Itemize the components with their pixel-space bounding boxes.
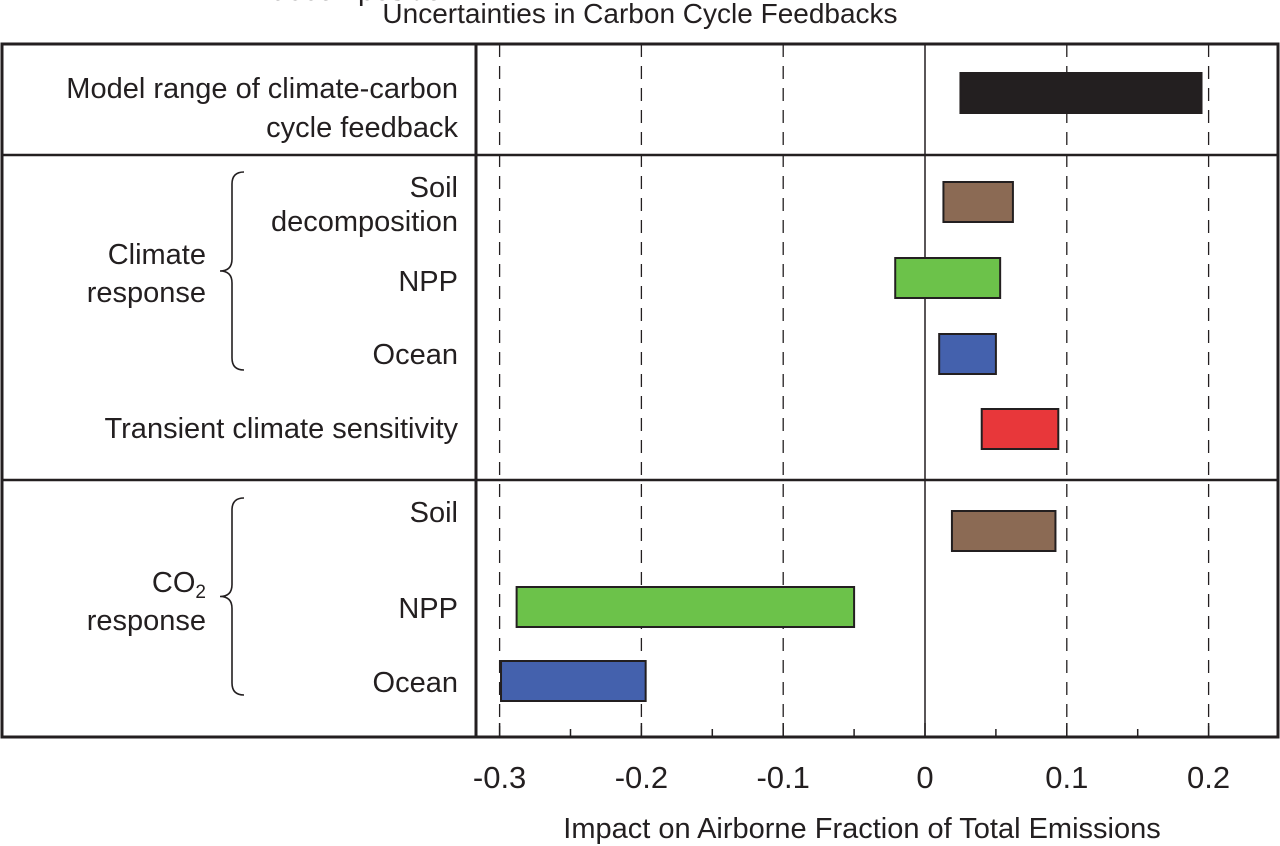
row-label: decomposition: [271, 0, 458, 7]
row-labels: Model range of climate-carbon cycle feedb…: [66, 0, 458, 699]
row-label: Ocean: [373, 667, 458, 699]
x-tick-label: 0.2: [1187, 760, 1230, 795]
x-tick-label: -0.2: [615, 760, 668, 795]
grid-lines: [498, 44, 1210, 737]
frame-border: [0, 42, 1280, 739]
x-tick-label: -0.1: [756, 760, 809, 795]
row-label: decomposition: [271, 206, 458, 238]
bar-4: [980, 408, 1060, 450]
bar-1: [942, 181, 1014, 223]
chart-frame: [0, 42, 1280, 739]
bar-0: [959, 72, 1203, 114]
bar-5: [950, 510, 1057, 552]
row-label: Ocean: [373, 339, 458, 371]
group-label: response: [87, 277, 206, 309]
row-label: Soil: [410, 172, 458, 204]
x-tick-label: 0.1: [1045, 760, 1088, 795]
row-label: NPP: [398, 593, 458, 625]
row-label: Model range of climate-carbon: [66, 73, 458, 105]
x-tick-label: 0: [916, 760, 933, 795]
bar-3: [938, 333, 997, 375]
bars: [500, 72, 1203, 702]
group-label: Climate: [108, 239, 206, 271]
bar-6: [515, 586, 856, 628]
x-axis-ticks: -0.3 -0.2 -0.1 0 0.1 0.2: [473, 723, 1230, 795]
chart-title: Uncertainties in Carbon Cycle Feedbacks: [382, 0, 897, 29]
x-tick-label: -0.3: [473, 760, 526, 795]
row-label: Soil: [410, 497, 458, 529]
row-label: cycle feedback: [266, 112, 458, 144]
x-axis-label: Impact on Airborne Fraction of Total Emi…: [563, 813, 1160, 845]
group-label: CO2: [152, 567, 206, 603]
bar-2: [894, 257, 1002, 299]
group-brace: [219, 497, 245, 696]
bar-7: [500, 660, 647, 702]
group-brace: [219, 171, 245, 371]
row-label: Transient climate sensitivity: [105, 413, 459, 445]
group-label: response: [87, 605, 206, 637]
row-label: NPP: [398, 266, 458, 298]
